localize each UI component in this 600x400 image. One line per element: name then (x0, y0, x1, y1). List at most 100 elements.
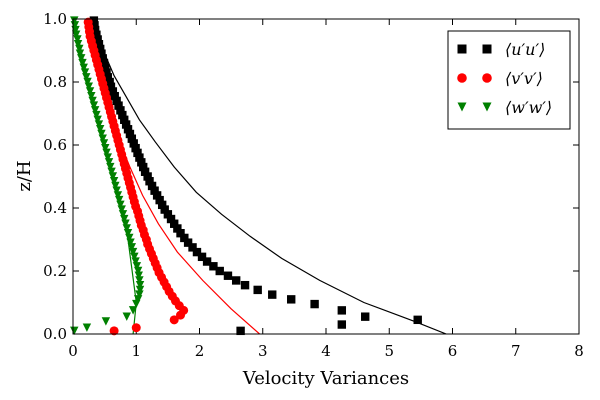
data-point (253, 285, 262, 295)
data-point (120, 214, 129, 224)
data-point (120, 115, 129, 124)
data-point (310, 299, 319, 309)
data-point (75, 49, 85, 58)
x-axis-title: Velocity Variances (242, 368, 409, 389)
data-point (116, 106, 125, 115)
data-point (88, 96, 97, 106)
data-point (95, 125, 105, 134)
x-tick-label: 6 (448, 342, 458, 360)
x-tick-label: 5 (384, 342, 394, 360)
data-point (110, 91, 119, 101)
data-point (123, 125, 133, 134)
data-point (209, 262, 218, 271)
data-point (188, 243, 197, 252)
legend-box (447, 30, 571, 130)
data-point (127, 243, 137, 252)
data-point (108, 172, 118, 181)
data-point (482, 73, 492, 83)
data-point (114, 101, 123, 110)
data-point (129, 139, 138, 148)
data-point (102, 148, 111, 158)
data-point (107, 167, 116, 176)
data-point (287, 295, 296, 304)
data-point (147, 181, 157, 191)
data-point (170, 219, 179, 228)
data-point (361, 312, 370, 321)
data-point (223, 271, 233, 280)
data-point (457, 73, 467, 83)
data-point (80, 68, 90, 77)
data-point (104, 158, 114, 167)
data-point (109, 326, 119, 336)
data-point (118, 110, 127, 120)
data-point (152, 191, 162, 200)
data-point (337, 320, 347, 329)
data-point (169, 315, 179, 325)
data-point (71, 30, 81, 39)
data-point (163, 210, 173, 219)
data-point (75, 44, 84, 54)
data-point (134, 271, 143, 280)
data-point (125, 129, 135, 139)
data-point (79, 63, 88, 73)
data-point (111, 181, 120, 191)
data-point (130, 252, 139, 262)
data-point (137, 158, 146, 167)
data-point (97, 129, 106, 139)
data-point (126, 238, 135, 247)
data-point (157, 200, 167, 210)
data-point (413, 315, 422, 325)
data-point (77, 54, 86, 63)
data-point (94, 120, 104, 129)
legend: ⟨u′u′⟩ ⟨v′v′⟩ ⟨w′w′⟩ (447, 30, 571, 130)
data-point (92, 30, 101, 39)
data-point (99, 58, 109, 68)
y-tick-label: 0.0 (43, 325, 67, 343)
data-point (268, 290, 277, 299)
data-point (112, 186, 121, 195)
data-point (145, 177, 154, 186)
data-point (116, 200, 125, 210)
data-point (143, 172, 152, 181)
x-tick-label: 2 (195, 342, 205, 360)
data-point (202, 257, 212, 266)
data-point (128, 247, 138, 257)
data-point (131, 257, 140, 266)
data-point (131, 323, 141, 333)
data-point (112, 96, 121, 106)
data-point (92, 110, 101, 120)
data-point (101, 143, 110, 153)
data-point (166, 214, 176, 224)
data-point (89, 101, 99, 110)
data-point (133, 266, 143, 276)
data-point (482, 44, 492, 54)
data-point (180, 233, 189, 243)
data-point (118, 210, 128, 219)
data-point (102, 68, 111, 77)
data-point (135, 153, 144, 162)
data-point (109, 177, 119, 186)
data-point (122, 224, 131, 233)
data-point (122, 312, 131, 321)
data-point (135, 280, 145, 290)
data-point (133, 295, 143, 304)
legend-label: ⟨w′w′⟩ (505, 98, 552, 117)
data-markers (70, 16, 422, 336)
data-point (121, 219, 130, 228)
y-tick-label: 0.6 (43, 136, 67, 154)
data-point (90, 106, 100, 115)
data-point (123, 229, 133, 238)
data-point (84, 82, 94, 91)
data-point (73, 35, 82, 44)
data-point (135, 285, 145, 295)
y-tick-label: 0.2 (43, 262, 67, 280)
data-point (114, 195, 124, 205)
data-point (133, 148, 142, 158)
data-point (121, 120, 131, 129)
data-point (160, 205, 169, 214)
data-point (173, 224, 182, 233)
data-point (150, 186, 159, 195)
y-axis-title: z/H (14, 160, 35, 191)
data-point (337, 306, 347, 315)
data-point (106, 82, 116, 91)
